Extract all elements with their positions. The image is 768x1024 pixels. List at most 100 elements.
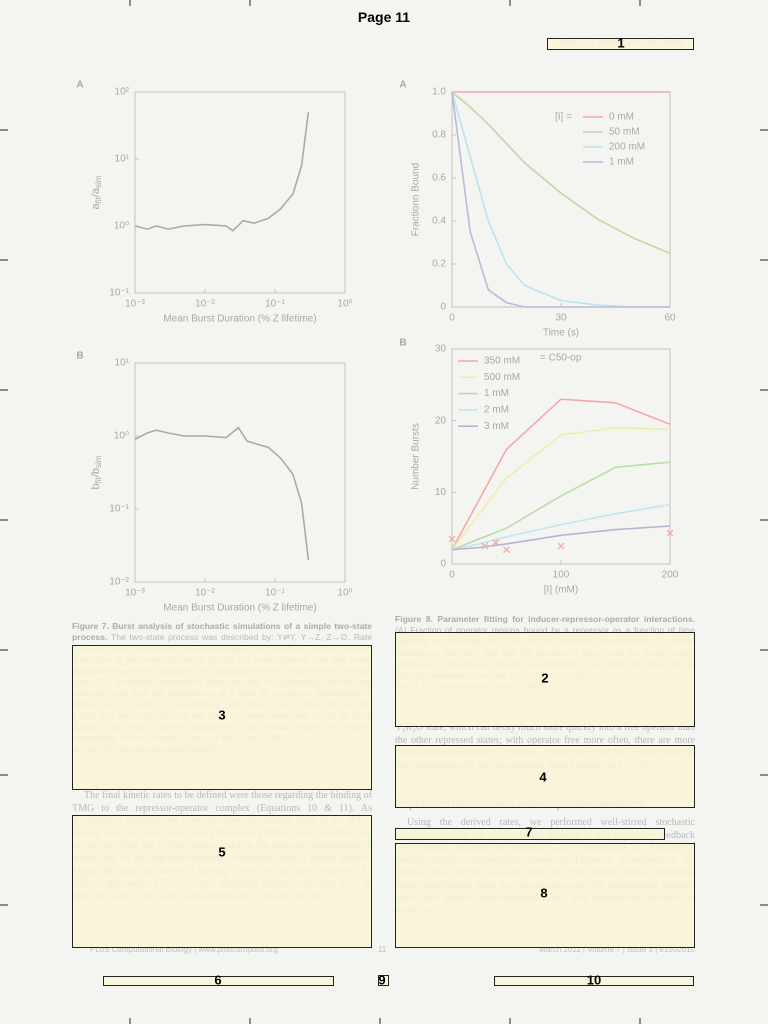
footer-page: 11 <box>377 945 387 954</box>
x-tick-label: 10⁻¹ <box>265 588 285 599</box>
x-tick-label: 10⁻³ <box>125 299 145 310</box>
box-number: 10 <box>586 972 602 988</box>
y-tick-label: 10² <box>115 87 130 98</box>
y-tick-label: 10⁻¹ <box>109 504 129 515</box>
y-tick-label: 1.0 <box>432 87 446 98</box>
annotation-box <box>395 632 695 727</box>
plot-frame <box>451 91 671 308</box>
legend-label: 200 mM <box>609 142 645 153</box>
x-tick-label: 0 <box>449 570 455 581</box>
y-tick-label: 0.8 <box>432 130 446 141</box>
panel-letter: B <box>399 338 406 349</box>
legend-label: 50 mM <box>609 127 640 138</box>
x-tick-label: 0 <box>449 313 455 324</box>
legend-label: 500 mM <box>484 372 520 383</box>
legend-label: 1 mM <box>609 157 634 168</box>
box-number: 3 <box>218 707 226 723</box>
data-point <box>448 535 456 543</box>
x-tick-label: 10⁰ <box>337 299 352 310</box>
y-axis-label-part: fit <box>94 476 103 483</box>
data-line <box>451 398 671 551</box>
box-number: 5 <box>218 844 226 860</box>
legend-label: 0 mM <box>609 112 634 123</box>
panel-letter: B <box>76 351 83 362</box>
x-tick-label: 60 <box>664 313 676 324</box>
x-tick-label: 30 <box>555 313 567 324</box>
legend-label: 3 mM <box>484 421 509 432</box>
box-number: 8 <box>540 885 548 901</box>
y-tick-label: 10⁻² <box>109 577 129 588</box>
y-axis-label: Fractionn Bound <box>411 163 422 236</box>
data-line <box>451 91 670 308</box>
annotation-box <box>494 976 694 986</box>
y-axis-label-part: /a <box>90 187 102 197</box>
x-axis-label: Time (s) <box>543 328 579 339</box>
data-line <box>451 91 670 308</box>
y-tick-label: 30 <box>435 344 447 355</box>
x-tick-label: 10⁻¹ <box>265 299 285 310</box>
data-point <box>666 529 674 537</box>
y-tick-label: 0.2 <box>432 259 446 270</box>
data-point <box>503 546 510 554</box>
x-tick-label: 10⁻² <box>195 299 215 310</box>
footer-journal: PLoS Computational Biology | www.ploscom… <box>90 945 278 954</box>
data-line <box>451 461 671 551</box>
x-axis-label: [I] (mM) <box>544 585 578 596</box>
x-tick-label: 10⁰ <box>337 588 352 599</box>
data-line <box>451 525 671 551</box>
y-tick-label: 10⁰ <box>114 431 129 442</box>
x-tick-label: 10⁻³ <box>125 588 145 599</box>
x-axis-label: Mean Burst Duration (% Z lifetime) <box>163 314 316 325</box>
annotation-box <box>395 828 665 840</box>
legend-title: [I] = <box>555 112 572 123</box>
annotation-box <box>547 38 694 50</box>
x-axis-label: Mean Burst Duration (% Z lifetime) <box>163 603 316 614</box>
box-number: 9 <box>378 972 386 988</box>
box-number: 1 <box>617 35 625 51</box>
y-tick-label: 0 <box>440 559 446 570</box>
annotation-box <box>378 975 389 986</box>
x-tick-label: 200 <box>662 570 679 581</box>
y-tick-label: 0 <box>440 302 446 313</box>
legend-label: 350 mM <box>484 356 520 367</box>
caption-title: Figure 7. Burst analysis of stochastic s… <box>72 621 372 643</box>
box-number: 6 <box>214 972 222 988</box>
y-tick-label: 0.6 <box>432 173 446 184</box>
y-axis-label: afit/asim <box>90 175 103 209</box>
panel-letter: A <box>399 80 406 91</box>
x-tick-label: 100 <box>553 570 570 581</box>
legend-title: = C50-op <box>540 353 582 364</box>
y-tick-label: 10¹ <box>115 154 130 165</box>
y-axis-label-part: sim <box>94 175 103 188</box>
annotation-box <box>72 815 372 948</box>
y-axis-label: Number Bursts <box>411 423 422 490</box>
annotation-box <box>72 645 372 790</box>
box-number: 4 <box>539 769 547 785</box>
data-line <box>451 91 671 255</box>
panel-letter: A <box>76 80 83 91</box>
y-axis-label-part: a <box>90 203 102 210</box>
y-tick-label: 10¹ <box>115 358 130 369</box>
plot-frame <box>134 362 346 583</box>
annotation-box <box>395 745 695 808</box>
y-tick-label: 10 <box>435 487 447 498</box>
box-number: 2 <box>541 670 549 686</box>
footer-issue: March 2011 | Volume 7 | Issue 3 | e10020… <box>539 945 695 954</box>
data-point <box>481 542 489 550</box>
y-tick-label: 0.4 <box>432 216 446 227</box>
legend-label: 2 mM <box>484 405 509 416</box>
x-tick-label: 10⁻² <box>195 588 215 599</box>
caption-title: Figure 8. Parameter fitting for inducer-… <box>395 614 695 624</box>
data-point <box>492 539 500 546</box>
annotation-box <box>103 976 334 986</box>
y-tick-label: 10⁰ <box>114 221 129 232</box>
annotation-box <box>395 843 695 948</box>
page-title: Page 11 <box>357 9 411 25</box>
legend-label: 1 mM <box>484 388 509 399</box>
plot-frame <box>134 91 346 294</box>
y-axis-label-part: /b <box>90 468 102 477</box>
data-line <box>451 503 671 551</box>
